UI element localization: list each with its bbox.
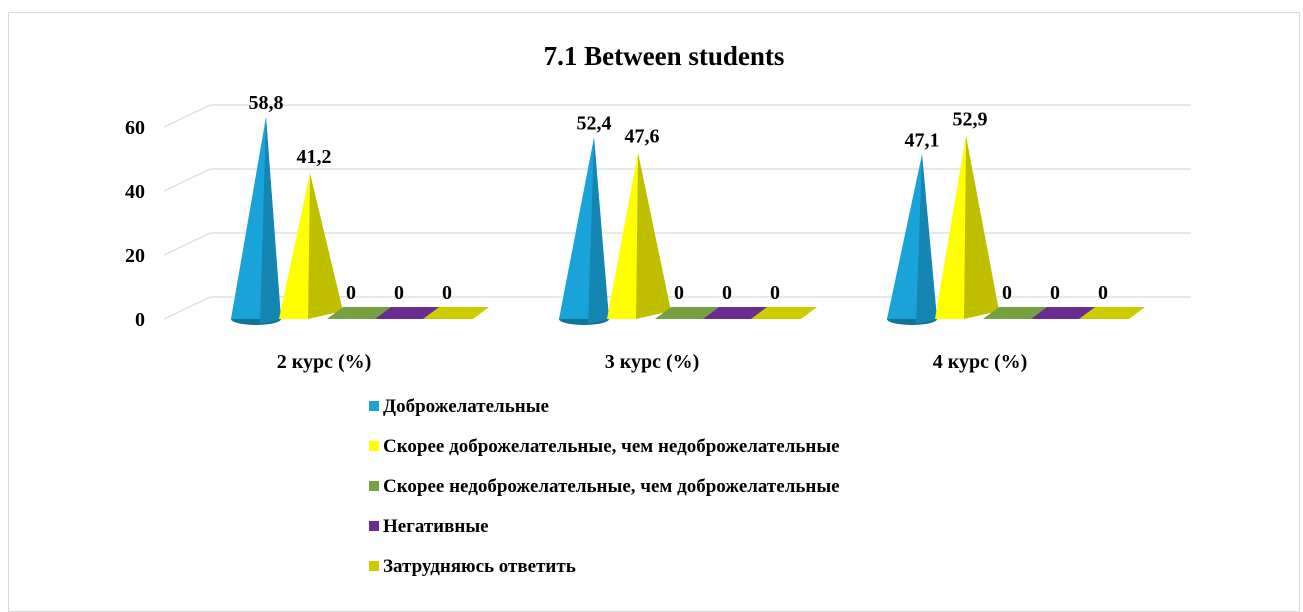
bar-flat (655, 307, 721, 319)
y-tick-label: 0 (135, 309, 145, 331)
flat-top (983, 307, 1049, 319)
flat-top (423, 307, 489, 319)
data-label: 0 (394, 282, 404, 304)
legend-item: Скорее недоброжелательные, чем доброжела… (369, 476, 840, 497)
data-label: 0 (722, 282, 732, 304)
data-label: 0 (346, 282, 356, 304)
data-label: 0 (442, 282, 452, 304)
legend-label: Доброжелательные (383, 396, 549, 417)
bar-cone (559, 137, 609, 325)
data-label: 47,6 (625, 126, 660, 148)
pyramid-front (279, 173, 310, 319)
gridline-depth (163, 168, 211, 192)
data-label: 47,1 (905, 129, 940, 151)
category-label: 2 курс (%) (277, 351, 372, 373)
legend-item: Доброжелательные (369, 396, 549, 417)
bar-cone (231, 116, 281, 325)
legend-item: Затрудняюсь ответить (369, 556, 576, 577)
data-label: 41,2 (297, 146, 332, 168)
bar-flat (751, 307, 817, 319)
data-labels: 58,8 41,2 0 0 0 52,4 47,6 0 0 0 47,1 52,9 0 0 0 (249, 92, 1109, 304)
bar-flat (423, 307, 489, 319)
legend-swatch (369, 481, 379, 491)
bar-pyramid (279, 173, 343, 319)
legend-label: Скорее доброжелательные, чем недоброжела… (383, 436, 840, 457)
chart-frame: 7.1 Between students 0 20 40 60 58,8 41,2 0 0 0… (8, 12, 1300, 612)
y-axis-ticks: 0 20 40 60 (125, 117, 145, 331)
chart-marks (231, 116, 1145, 325)
bar-flat (327, 307, 393, 319)
cone-shade (916, 154, 937, 324)
legend-item: Негативные (369, 516, 489, 537)
category-labels: 2 курс (%) 3 курс (%) 4 курс (%) (277, 351, 1028, 373)
legend-item: Скорее доброжелательные, чем недоброжела… (369, 436, 840, 457)
data-label: 0 (1050, 282, 1060, 304)
bar-flat (1079, 307, 1145, 319)
pyramid-front (607, 152, 638, 319)
grid-layer (163, 104, 1191, 320)
data-label: 52,4 (577, 112, 612, 134)
flat-top (751, 307, 817, 319)
bar-pyramid (935, 135, 999, 319)
flat-top (1079, 307, 1145, 319)
legend-swatch (369, 561, 379, 571)
data-label: 0 (770, 282, 780, 304)
data-label: 0 (1002, 282, 1012, 304)
bar-cone (887, 154, 937, 325)
data-label: 58,8 (249, 92, 284, 114)
gridline-depth (163, 232, 211, 256)
category-label: 3 курс (%) (605, 351, 700, 373)
cone-shade (588, 137, 609, 324)
legend-swatch (369, 441, 379, 451)
pyramid-side (308, 173, 343, 319)
legend-swatch (369, 521, 379, 531)
flat-top (327, 307, 393, 319)
chart-title: 7.1 Between students (544, 41, 785, 71)
y-tick-label: 40 (125, 181, 145, 203)
bar-flat (703, 307, 769, 319)
legend-label: Негативные (383, 516, 489, 537)
pyramid-side (964, 135, 999, 319)
pyramid-side (636, 152, 671, 319)
pyramid-front (935, 135, 966, 319)
gridline-depth (163, 296, 211, 320)
flat-top (655, 307, 721, 319)
data-label: 0 (1098, 282, 1108, 304)
bar-flat (375, 307, 441, 319)
flat-top (703, 307, 769, 319)
legend-swatch (369, 401, 379, 411)
bar-flat (983, 307, 1049, 319)
legend-label: Скорее недоброжелательные, чем доброжела… (383, 476, 840, 497)
chart-legend: Доброжелательные Скорее доброжелательные,… (369, 396, 840, 577)
flat-top (375, 307, 441, 319)
bar-flat (1031, 307, 1097, 319)
y-tick-label: 60 (125, 117, 145, 139)
data-label: 0 (674, 282, 684, 304)
flat-top (1031, 307, 1097, 319)
category-label: 4 курс (%) (933, 351, 1028, 373)
cone-shade (260, 116, 281, 324)
gridline-depth (163, 104, 211, 128)
y-tick-label: 20 (125, 245, 145, 267)
data-label: 52,9 (953, 109, 988, 131)
bar-pyramid (607, 152, 671, 319)
legend-label: Затрудняюсь ответить (383, 556, 576, 577)
